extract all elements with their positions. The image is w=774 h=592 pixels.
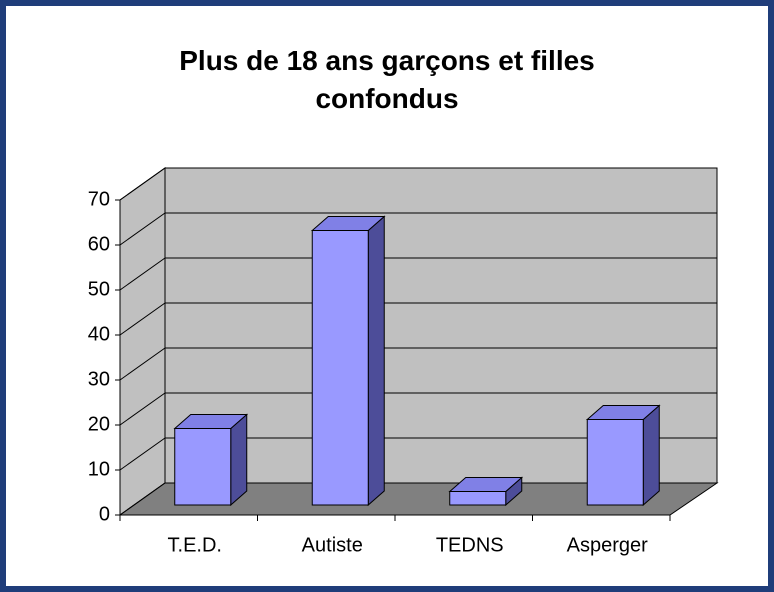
bar (449, 491, 507, 506)
grid-line (119, 167, 166, 201)
grid-line (119, 302, 166, 336)
bar-side (230, 413, 248, 507)
bar (311, 230, 369, 506)
grid-line (119, 482, 166, 516)
y-tick-label: 20 (88, 413, 110, 435)
grid-line (119, 437, 166, 471)
y-tick-label: 60 (88, 233, 110, 255)
y-tick-label: 50 (88, 278, 110, 300)
x-tick-label: Autiste (302, 534, 363, 556)
y-tick-label: 40 (88, 323, 110, 345)
chart-title: Plus de 18 ans garçons et filles confond… (179, 45, 595, 114)
y-tick-label: 30 (88, 368, 110, 390)
y-tick-label: 0 (99, 503, 110, 525)
grid-line (119, 347, 166, 381)
grid-line (119, 257, 166, 291)
bar-side (367, 215, 385, 507)
bar-side (642, 404, 660, 507)
y-tick-label: 70 (88, 188, 110, 210)
left-wall (119, 167, 166, 516)
y-tick-label: 10 (88, 458, 110, 480)
grid-line (119, 392, 166, 426)
x-tick-label: Asperger (567, 534, 648, 556)
grid-line (119, 212, 166, 246)
bar (174, 428, 232, 506)
bar (586, 419, 644, 506)
x-tick-label: TEDNS (436, 534, 504, 556)
x-tick-label: T.E.D. (168, 534, 222, 556)
